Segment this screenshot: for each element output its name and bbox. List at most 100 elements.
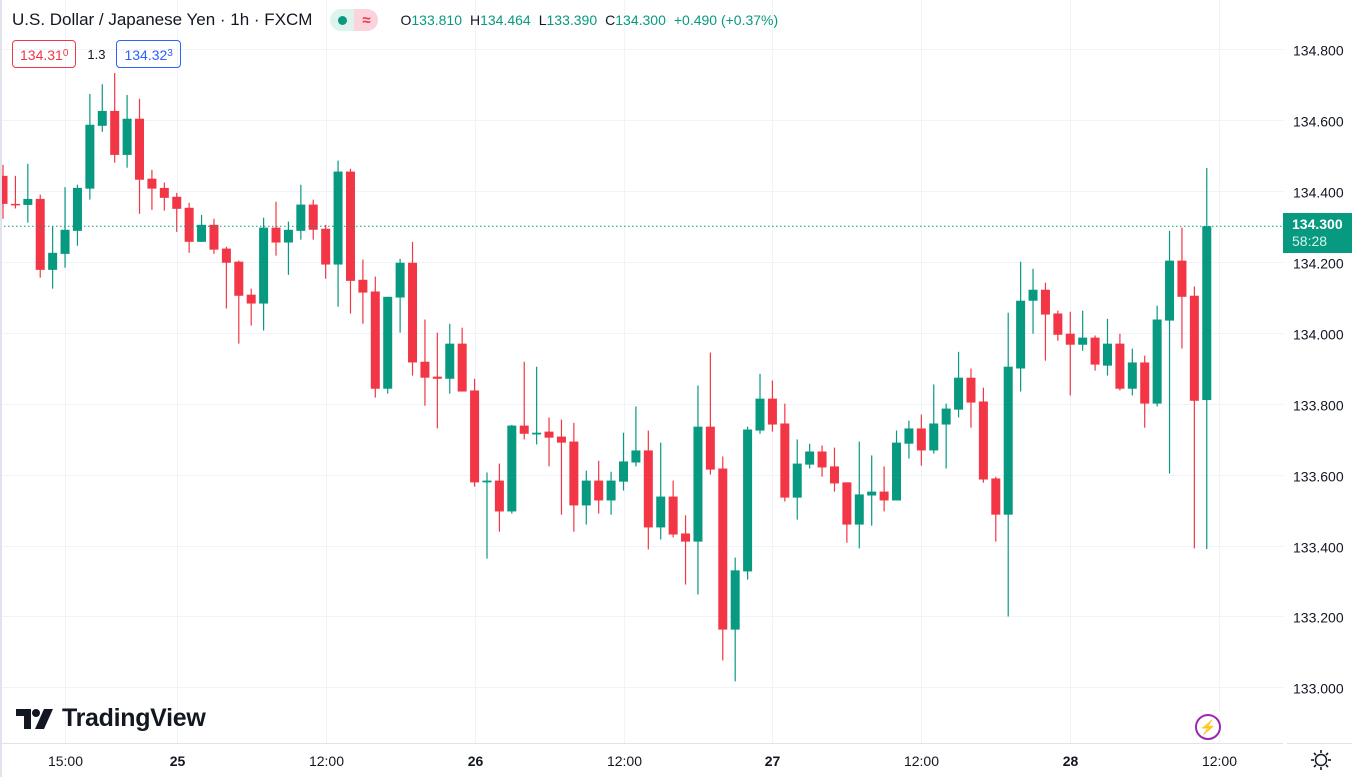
candle-body	[60, 229, 70, 254]
candle	[1028, 268, 1038, 334]
candle	[1189, 286, 1199, 549]
candle	[991, 476, 1001, 542]
candle	[470, 378, 480, 487]
candle-body	[1152, 319, 1162, 404]
status-pill[interactable]: ≈	[330, 9, 379, 31]
candle-body	[85, 124, 95, 189]
candle	[954, 351, 964, 418]
candle-body	[1115, 343, 1125, 389]
candle-body	[581, 480, 591, 506]
candle-body	[1040, 289, 1050, 315]
candle	[1016, 261, 1026, 392]
high-value: 134.464	[480, 12, 531, 28]
candle	[23, 163, 33, 223]
symbol-title[interactable]: U.S. Dollar / Japanese Yen · 1h · FXCM	[12, 10, 313, 29]
time-tick-label: 12:00	[1202, 753, 1237, 769]
time-tick-label: 28	[1063, 753, 1079, 769]
sell-price: 134.31	[20, 47, 63, 63]
candle	[780, 403, 790, 502]
buy-price: 134.32	[124, 47, 168, 63]
candle	[929, 384, 939, 454]
candle	[767, 380, 777, 432]
candle-body	[892, 442, 902, 501]
candle-body	[854, 494, 864, 525]
candle-body	[569, 441, 579, 506]
candle-body	[743, 429, 753, 572]
time-tick-label: 26	[468, 753, 484, 769]
candle-body	[271, 227, 281, 243]
candle-body	[1065, 333, 1075, 345]
market-open-dot-icon[interactable]	[330, 9, 355, 31]
candle-body	[904, 428, 914, 444]
candle	[619, 432, 628, 491]
candle-body	[631, 450, 641, 463]
candle-body	[10, 203, 20, 206]
candle	[370, 276, 380, 398]
candle	[730, 557, 740, 682]
delayed-data-wave-icon[interactable]: ≈	[354, 9, 379, 31]
candle-body	[48, 252, 58, 270]
candle-body	[966, 377, 976, 403]
candle-body	[829, 466, 839, 484]
candle-body	[246, 294, 256, 304]
candle-body	[345, 171, 355, 281]
candle-body	[941, 408, 951, 425]
bar-countdown: 58:28	[1292, 233, 1328, 249]
candle	[209, 218, 219, 254]
candle-body	[1053, 313, 1063, 335]
candle	[283, 221, 293, 275]
candle-body	[705, 426, 715, 470]
candle-body	[594, 480, 604, 501]
candle-body	[482, 480, 492, 483]
price-tick-label: 134.600	[1293, 114, 1344, 130]
candle-body	[97, 110, 107, 126]
candle	[0, 164, 8, 219]
candle	[159, 182, 169, 211]
candle	[718, 456, 728, 661]
price-tick-label: 134.000	[1293, 327, 1344, 343]
candle	[432, 332, 442, 429]
candle	[519, 361, 529, 440]
candle-body	[1140, 362, 1150, 404]
time-axis[interactable]: 15:00 25 12:00 26 12:00 27 12:00 28 12:00	[48, 753, 1237, 769]
candle-body	[296, 204, 306, 231]
candle-body	[420, 361, 430, 378]
candle-body	[619, 461, 628, 482]
candle-body	[321, 228, 331, 265]
candle-body	[656, 496, 666, 528]
candle-body	[606, 480, 616, 501]
settings-gear-icon[interactable]	[1310, 749, 1332, 771]
candle-body	[668, 496, 678, 535]
candle-body	[767, 398, 777, 425]
grid	[0, 0, 1283, 743]
candle-body	[221, 248, 231, 263]
candle	[321, 224, 331, 279]
candles	[0, 72, 1212, 682]
candle	[854, 441, 864, 549]
candle	[35, 194, 45, 278]
candle	[693, 385, 703, 595]
candle	[457, 327, 467, 392]
candle-body	[867, 491, 877, 496]
time-tick-label: 15:00	[48, 753, 83, 769]
candle	[1115, 333, 1125, 391]
candle-body	[383, 296, 393, 389]
price-axis[interactable]: 133.000 133.200 133.400 133.600 133.800 134.0…	[1293, 43, 1344, 697]
tradingview-logo[interactable]: TradingView	[16, 704, 206, 733]
time-tick-label: 12:00	[904, 753, 939, 769]
price-tick-label: 133.400	[1293, 540, 1344, 556]
candle	[345, 168, 355, 314]
candle	[445, 323, 455, 394]
candle	[271, 201, 281, 256]
buy-button[interactable]: 134.323	[116, 40, 181, 68]
candle	[1053, 310, 1063, 341]
lightning-icon[interactable]: ⚡	[1195, 714, 1221, 740]
candle-body	[718, 468, 728, 630]
candle	[656, 442, 666, 540]
sell-button[interactable]: 134.310	[12, 40, 77, 68]
candle-body	[1165, 260, 1175, 321]
candle-body	[159, 187, 169, 198]
candle-body	[1078, 337, 1088, 345]
price-tick-label: 134.200	[1293, 256, 1344, 272]
